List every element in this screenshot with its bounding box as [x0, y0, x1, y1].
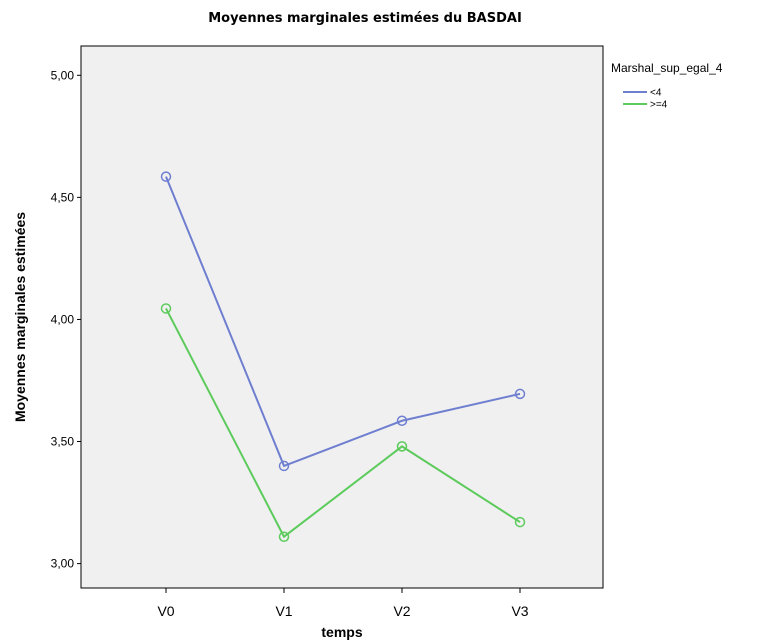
y-tick-label: 4,00	[51, 312, 75, 326]
legend: Marshal_sup_egal_4 <4>=4	[611, 61, 723, 111]
x-tick-label: V1	[275, 603, 292, 619]
x-tick-label: V0	[157, 603, 174, 619]
y-tick-label: 5,00	[51, 68, 75, 82]
y-tick-label: 4,50	[51, 190, 75, 204]
x-axis-label: temps	[321, 624, 362, 640]
y-tick-label: 3,00	[51, 557, 75, 571]
series-line-2	[165, 307, 521, 539]
y-axis: 3,00 3,50 4,00 4,50 5,00	[51, 68, 81, 571]
data-point	[396, 441, 408, 452]
legend-label: <4	[650, 88, 662, 99]
data-point	[514, 516, 526, 528]
y-axis-label: Moyennes marginales estimées	[12, 212, 28, 422]
series-line-1	[165, 176, 521, 468]
data-point	[160, 303, 172, 314]
y-tick-label: 3,50	[51, 435, 75, 449]
legend-title: Marshal_sup_egal_4	[611, 61, 723, 75]
data-point	[278, 460, 290, 472]
x-axis: V0 V1 V2 V3	[157, 588, 529, 619]
data-point	[160, 171, 172, 182]
data-point	[514, 388, 526, 400]
data-point	[396, 415, 408, 427]
legend-label: >=4	[650, 100, 668, 111]
chart-title: Moyennes marginales estimées du BASDAI	[208, 11, 522, 26]
x-tick-label: V3	[511, 603, 528, 619]
plot-area	[80, 45, 604, 589]
x-tick-label: V2	[393, 603, 410, 619]
data-point	[278, 531, 290, 542]
series-layer	[160, 171, 526, 542]
